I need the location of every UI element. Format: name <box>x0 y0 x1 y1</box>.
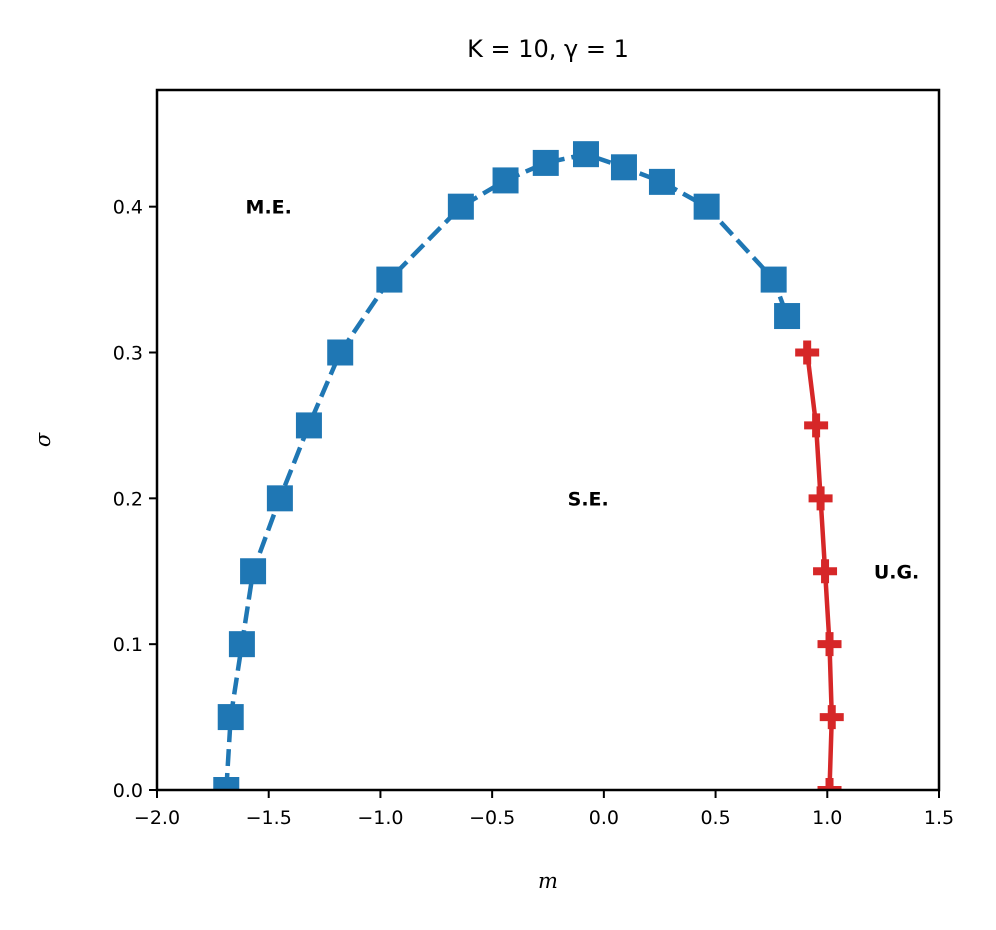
region-label: U.G. <box>874 561 919 583</box>
x-tick-label: 1.5 <box>924 807 954 829</box>
series-1-point <box>693 193 720 220</box>
y-axis-label: σ <box>31 432 55 447</box>
series-1-point <box>572 141 599 168</box>
y-tick-label: 0.2 <box>113 488 143 510</box>
series-layer <box>213 141 844 790</box>
y-tick-label: 0.4 <box>113 197 143 219</box>
series-2-point <box>819 705 844 730</box>
region-label: M.E. <box>246 197 292 219</box>
x-tick-label: 1.0 <box>812 807 842 829</box>
series-1-point <box>492 167 519 194</box>
series-1-point <box>648 168 675 195</box>
series-1-point <box>295 412 322 439</box>
series-2-point <box>817 632 842 657</box>
x-tick-label: −0.5 <box>469 807 515 829</box>
x-tick-label: 0.0 <box>589 807 619 829</box>
x-tick-label: −1.5 <box>246 807 292 829</box>
series-2-point <box>813 559 838 584</box>
x-tick-label: −1.0 <box>357 807 403 829</box>
series-2-point <box>795 340 820 365</box>
y-axis: 0.0 0.1 0.2 0.3 0.4 <box>113 197 157 802</box>
series-2-point <box>817 778 842 790</box>
x-axis-label: m <box>538 869 558 893</box>
chart-title: K = 10, γ = 1 <box>467 35 629 63</box>
x-axis: −2.0 −1.5 −1.0 −0.5 0.0 0.5 1.0 1.5 <box>134 790 954 829</box>
series-2-point <box>804 413 829 438</box>
y-tick-label: 0.1 <box>113 634 143 656</box>
y-tick-label: 0.3 <box>113 343 143 365</box>
series-1-point <box>610 154 637 181</box>
x-tick-label: −2.0 <box>134 807 180 829</box>
series-1-point <box>217 704 244 731</box>
series-1-point <box>447 193 474 220</box>
series-2-point <box>808 486 833 511</box>
series-1-point <box>376 266 403 293</box>
series-1-point <box>213 777 240 790</box>
series-1-point <box>266 485 293 512</box>
y-tick-label: 0.0 <box>113 780 143 802</box>
series-1-point <box>760 266 787 293</box>
series-1-point <box>240 558 267 585</box>
series-1-point <box>228 631 255 658</box>
series-1-point <box>532 149 559 176</box>
region-label: S.E. <box>568 488 609 510</box>
series-1-point <box>774 303 801 330</box>
plot-frame <box>155 88 941 792</box>
series-1-line <box>224 151 790 790</box>
x-tick-label: 0.5 <box>700 807 730 829</box>
series-1-point <box>327 339 354 366</box>
plot-area: M.E. S.E. U.G. <box>213 141 919 790</box>
